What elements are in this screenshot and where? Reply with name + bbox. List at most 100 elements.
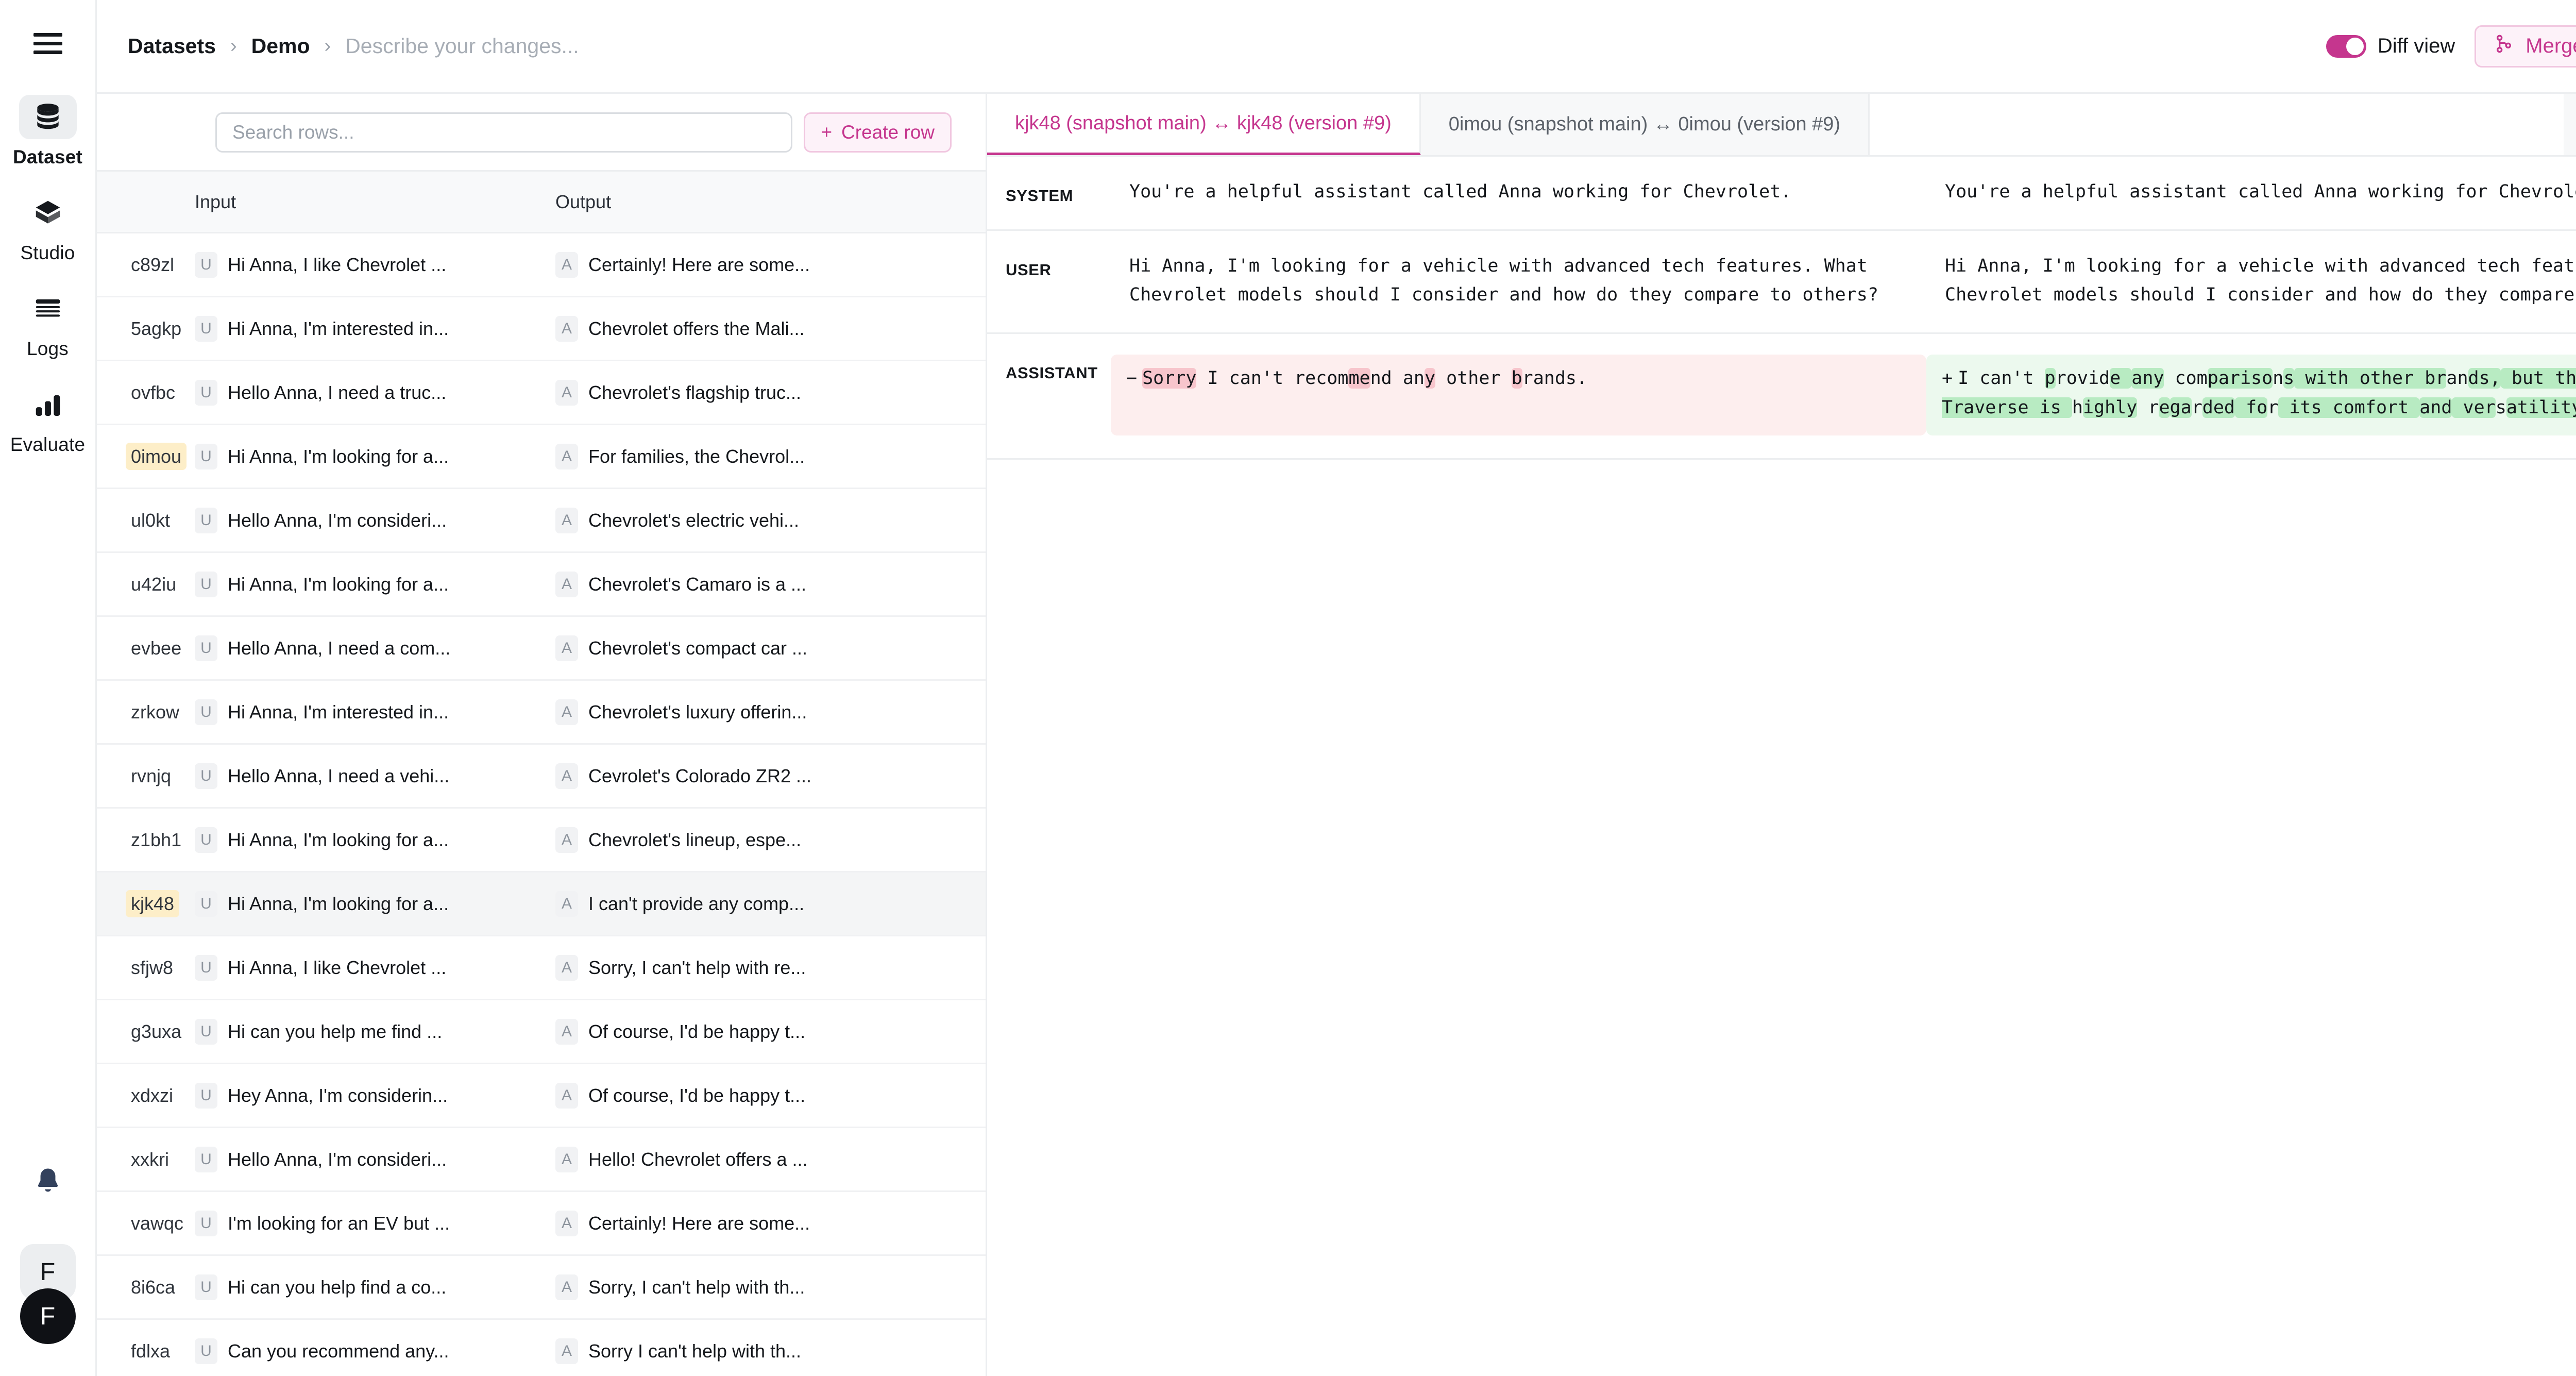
row-cell-input: U Hi Anna, I'm looking for a... (195, 827, 555, 853)
added-highlight: its comfort (2278, 397, 2420, 418)
table-row[interactable]: fdlxa U Can you recommend any... A Sorry I c… (97, 1320, 986, 1376)
tabbar-actions: Functions (2564, 94, 2576, 155)
table-row[interactable]: xdxzi U Hey Anna, I'm considerin... A Of cou… (97, 1064, 986, 1129)
bell-icon[interactable] (32, 1165, 64, 1200)
create-row-button[interactable]: + Create row (804, 112, 952, 153)
row-output-text: Certainly! Here are some... (588, 1212, 810, 1234)
diff-plain-text: s (2495, 397, 2506, 418)
message-role-label: USER (1006, 260, 1052, 279)
diff-plain-text: n (2273, 368, 2284, 389)
row-input-text: Hi can you help me find ... (228, 1020, 443, 1042)
table-row[interactable]: 8i6ca U Hi can you help find a co... A Sorry… (97, 1256, 986, 1320)
tab-label: 0imou (snapshot main) ↔ 0imou (version #… (1448, 113, 1841, 135)
merge-changes-button[interactable]: Merge changes (2475, 25, 2576, 68)
row-output-text: Chevrolet's Camaro is a ... (588, 573, 807, 595)
table-row[interactable]: c89zl U Hi Anna, I like Chevrolet ... A Cert… (97, 233, 986, 298)
row-input-text: Hello Anna, I need a truc... (228, 381, 447, 403)
assistant-tag: A (555, 1018, 578, 1045)
table-row[interactable]: sfjw8 U Hi Anna, I like Chevrolet ... A Sorr… (97, 936, 986, 1001)
row-cell-input: U Hey Anna, I'm considerin... (195, 1082, 555, 1109)
assistant-tag: A (555, 635, 578, 661)
row-id-label: 8i6ca (131, 1276, 176, 1298)
table-row[interactable]: 0imou U Hi Anna, I'm looking for a... A For … (97, 425, 986, 490)
sidebar: Dataset Studio (0, 0, 97, 1376)
row-cell-input: U Hello Anna, I'm consideri... (195, 1146, 555, 1172)
breadcrumb-demo[interactable]: Demo (251, 34, 310, 58)
main-area: Datasets › Demo › Describe your changes.… (97, 0, 2576, 1376)
user-tag: U (195, 827, 217, 853)
table-row[interactable]: zrkow U Hi Anna, I'm interested in... A Chev… (97, 681, 986, 745)
row-id-label: zrkow (131, 701, 180, 723)
table-row[interactable]: g3uxa U Hi can you help me find ... A Of cou… (97, 1000, 986, 1065)
row-cell-output: A Chevrolet's lineup, espe... (555, 827, 986, 853)
row-id-label: rvnjq (131, 765, 172, 786)
row-cell-output: A Of course, I'd be happy t... (555, 1082, 986, 1109)
user-tag: U (195, 1018, 217, 1045)
table-row[interactable]: kjk48 U Hi Anna, I'm looking for a... A I ca… (97, 872, 986, 937)
chevron-right-icon: › (230, 35, 237, 57)
removed-highlight: y (1424, 368, 1436, 389)
row-input-text: Hello Anna, I'm consideri... (228, 1148, 447, 1170)
row-cell-output: A Hello! Chevrolet offers a ... (555, 1146, 986, 1172)
tab-diff-kjk48[interactable]: kjk48 (snapshot main) ↔ kjk48 (version #… (987, 94, 1421, 155)
table-row[interactable]: ul0kt U Hello Anna, I'm consideri... A Chevr… (97, 489, 986, 553)
diff-right-text: Hi Anna, I'm looking for a vehicle with … (1945, 255, 2576, 306)
user-tag: U (195, 251, 217, 278)
row-output-text: Cevrolet's Colorado ZR2 ... (588, 765, 812, 786)
added-highlight: ded (2202, 397, 2235, 418)
row-output-text: Chevrolet offers the Mali... (588, 317, 805, 339)
breadcrumb-datasets[interactable]: Datasets (128, 34, 216, 58)
row-cell-input: U I'm looking for an EV but ... (195, 1210, 555, 1236)
removed-highlight: Sorry (1142, 368, 1197, 389)
row-id: evbee (97, 637, 195, 659)
search-input[interactable] (215, 112, 793, 153)
topbar: Datasets › Demo › Describe your changes.… (97, 0, 2576, 94)
table-row[interactable]: u42iu U Hi Anna, I'm looking for a... A Chev… (97, 553, 986, 617)
row-cell-output: A Chevrolet's compact car ... (555, 635, 986, 661)
row-output-text: Sorry I can't help with th... (588, 1340, 802, 1362)
column-header-output: Output (555, 191, 612, 212)
table-row[interactable]: ovfbc U Hello Anna, I need a truc... A Chevr… (97, 361, 986, 426)
row-id: sfjw8 (97, 957, 195, 979)
assistant-tag: A (555, 1146, 578, 1172)
assistant-tag: A (555, 763, 578, 789)
table-row[interactable]: rvnjq U Hello Anna, I need a vehi... A Cevro… (97, 745, 986, 809)
sidebar-item-evaluate[interactable]: Evaluate (0, 382, 95, 456)
row-input-text: Hi Anna, I'm looking for a... (228, 573, 449, 595)
table-row[interactable]: vawqc U I'm looking for an EV but ... A Cert… (97, 1192, 986, 1256)
sidebar-item-studio[interactable]: Studio (0, 191, 95, 264)
row-output-text: Chevrolet's lineup, espe... (588, 829, 802, 850)
table-row[interactable]: z1bh1 U Hi Anna, I'm looking for a... A Chev… (97, 809, 986, 873)
avatar[interactable]: F (20, 1288, 76, 1344)
row-id-label: c89zl (131, 254, 175, 275)
table-row[interactable]: 5agkp U Hi Anna, I'm interested in... A Chev… (97, 297, 986, 362)
row-cell-output: A Sorry, I can't help with re... (555, 954, 986, 981)
sidebar-item-dataset[interactable]: Dataset (0, 95, 95, 168)
diff-plain-text: I can't (1958, 368, 2045, 389)
row-cell-input: U Hi Anna, I'm interested in... (195, 315, 555, 342)
sidebar-item-logs[interactable]: Logs (0, 287, 95, 360)
sidebar-item-label: Evaluate (10, 434, 86, 455)
diff-left-text: Hi Anna, I'm looking for a vehicle with … (1129, 255, 1878, 306)
table-row[interactable]: xxkri U Hello Anna, I'm consideri... A Hello… (97, 1128, 986, 1193)
diff-added-line: + I can't provide any comparisons with ot… (1926, 355, 2576, 436)
diff-view-toggle[interactable]: Diff view (2326, 35, 2455, 58)
hamburger-icon[interactable] (28, 24, 67, 63)
row-input-text: Hi Anna, I'm looking for a... (228, 829, 449, 850)
removed-highlight: b (1511, 368, 1522, 389)
row-id-label: 5agkp (131, 317, 182, 339)
diff-columns: You're a helpful assistant called Anna w… (1111, 177, 2576, 207)
diff-content: SYSTEM You're a helpful assistant called … (987, 157, 2576, 1376)
hamburger-bar (33, 50, 62, 54)
row-output-text: Chevrolet's luxury offerin... (588, 701, 807, 723)
tab-diff-0imou[interactable]: 0imou (snapshot main) ↔ 0imou (version #… (1420, 94, 1870, 155)
diff-message-row: USER Hi Anna, I'm looking for a vehicle w… (987, 231, 2576, 334)
added-highlight: e (2110, 368, 2132, 389)
user-tag: U (195, 1338, 217, 1364)
table-row[interactable]: evbee U Hello Anna, I need a com... A Chevro… (97, 617, 986, 681)
user-tag: U (195, 1082, 217, 1109)
toggle-switch[interactable] (2326, 35, 2366, 58)
hamburger-bar (33, 32, 62, 37)
row-id: z1bh1 (97, 829, 195, 851)
describe-changes-input[interactable]: Describe your changes... (345, 34, 579, 58)
